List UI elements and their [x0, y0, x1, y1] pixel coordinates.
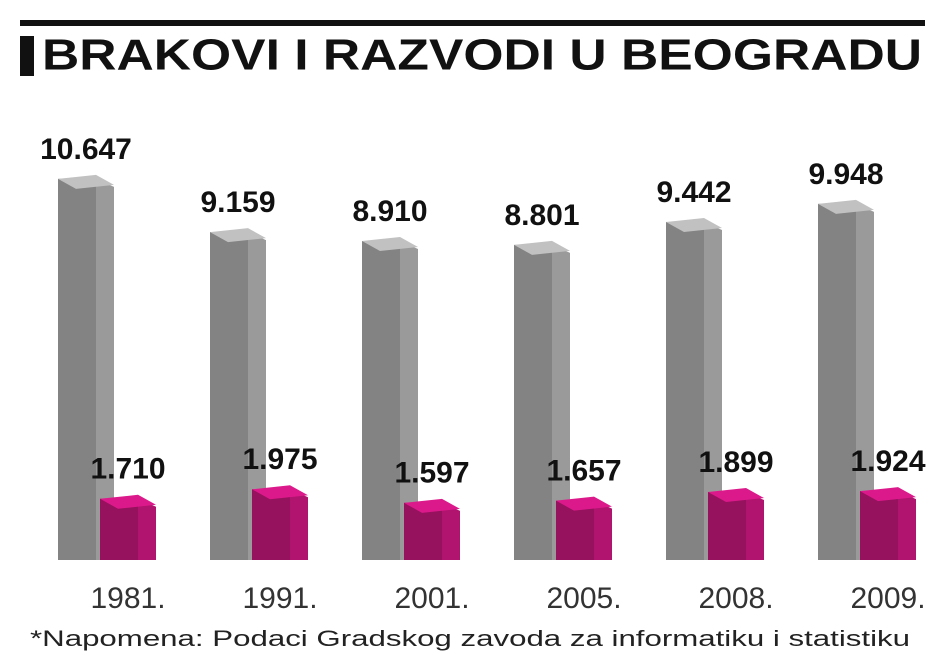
x-tick-label: 2008.: [698, 582, 773, 615]
x-tick-label: 1991.: [242, 582, 317, 615]
bar-side: [138, 498, 156, 560]
value-label: 1.657: [546, 455, 621, 488]
x-tick-label: 2009.: [850, 582, 925, 615]
bar-top: [404, 498, 460, 513]
bar-top: [818, 199, 874, 214]
bar-side: [898, 491, 916, 560]
bar-front: [210, 232, 248, 561]
bar-side: [552, 244, 570, 560]
value-label: 9.159: [200, 186, 275, 219]
bar-side: [290, 489, 308, 560]
bar-front: [100, 498, 138, 560]
title-block: [20, 36, 34, 76]
bar-front: [860, 491, 898, 560]
bar-side: [442, 502, 460, 560]
bar-front: [666, 221, 704, 561]
x-tick-label: 2001.: [394, 582, 469, 615]
bar-top: [210, 228, 266, 243]
bar-side: [704, 221, 722, 561]
bar-side: [248, 232, 266, 561]
footnote: *Napomena: Podaci Gradskog zavoda za inf…: [30, 626, 910, 651]
bar-top: [252, 485, 308, 500]
bar-front: [708, 492, 746, 560]
x-tick-label: 2005.: [546, 582, 621, 615]
value-label: 1.975: [242, 443, 317, 476]
value-label: 8.910: [352, 195, 427, 228]
chart-title: BRAKOVI I RAZVODI U BEOGRADU: [42, 31, 922, 80]
bar-side: [746, 492, 764, 560]
bar-top: [666, 217, 722, 232]
bar-front: [252, 489, 290, 560]
bar-front: [58, 178, 96, 560]
x-tick-label: 1981.: [90, 582, 165, 615]
value-label: 10.647: [40, 133, 132, 166]
bar-top: [100, 494, 156, 509]
bar-front: [362, 241, 400, 560]
value-label: 1.924: [850, 445, 925, 478]
bar-top: [362, 237, 418, 252]
bar-side: [96, 178, 114, 560]
value-label: 9.948: [808, 158, 883, 191]
bar-top: [514, 240, 570, 255]
bar-side: [400, 241, 418, 560]
value-label: 1.710: [90, 453, 165, 486]
value-label: 9.442: [656, 176, 731, 209]
title-rule: [20, 20, 925, 26]
bar-front: [818, 203, 856, 560]
value-label: 1.899: [698, 446, 773, 479]
bar-side: [594, 500, 612, 560]
value-label: 8.801: [504, 199, 579, 232]
bar-top: [556, 496, 612, 511]
bar-top: [860, 487, 916, 502]
bar-top: [58, 174, 114, 189]
bar-front: [514, 244, 552, 560]
bar-top: [708, 488, 764, 503]
bar-side: [856, 203, 874, 560]
value-label: 1.597: [394, 457, 469, 490]
